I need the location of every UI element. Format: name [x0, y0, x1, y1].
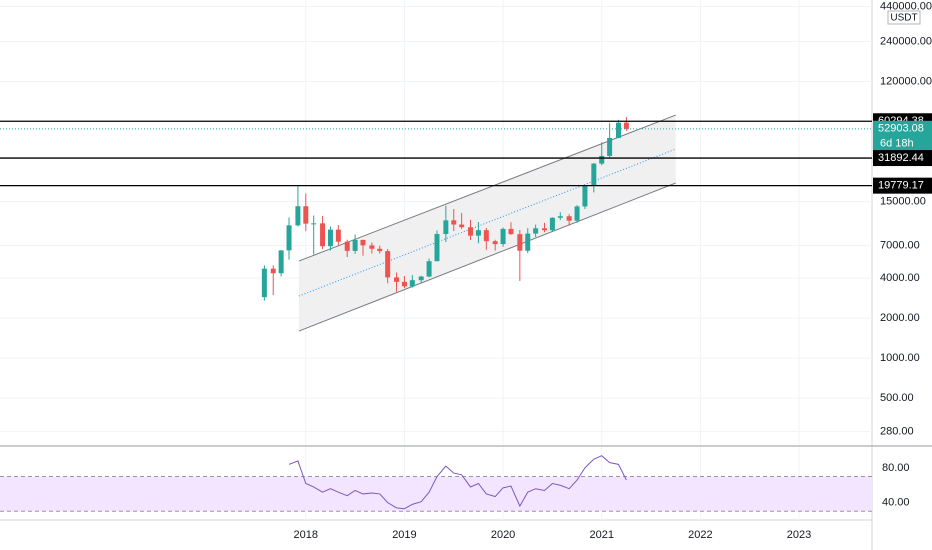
candle-body [623, 122, 629, 129]
countdown: 6d 18h [880, 138, 914, 150]
y-tick-label: 4000.00 [880, 272, 920, 284]
rsi-line [288, 455, 627, 510]
price-label: 52903.08 [878, 123, 924, 135]
x-tick-label: 2020 [491, 529, 515, 541]
x-tick-label: 2023 [787, 529, 811, 541]
candle-body [352, 239, 358, 251]
rsi-tick-label: 40.00 [882, 497, 910, 509]
y-tick-label: 1000.00 [880, 352, 920, 364]
candle-body [344, 241, 350, 251]
candle-body [451, 220, 457, 225]
channel-fill [298, 115, 676, 332]
candle-body [295, 206, 301, 226]
candle-body [360, 239, 366, 246]
y-tick-label: 280.00 [880, 425, 914, 437]
candle-body [615, 122, 621, 138]
x-tick-label: 2022 [688, 529, 712, 541]
candle-body [508, 228, 514, 235]
candle-body [303, 206, 309, 224]
price-label-box [873, 120, 932, 153]
candle-body [311, 223, 317, 225]
candle-body [278, 250, 284, 274]
channel-lower [298, 182, 676, 332]
candle-body [394, 277, 400, 282]
y-tick-label: 2000.00 [880, 312, 920, 324]
x-tick-label: 2019 [392, 529, 416, 541]
candle-body [492, 241, 498, 245]
price-label: 19779.17 [878, 180, 924, 192]
candle-body [566, 216, 572, 221]
candle-body [434, 234, 440, 262]
y-tick-label: 440000.00 [880, 0, 932, 12]
candle-body [385, 251, 391, 278]
candle-body [582, 185, 588, 207]
rsi-tick-label: 80.00 [882, 462, 910, 474]
candle-body [335, 229, 341, 242]
candle-body [426, 261, 432, 277]
candle-body [591, 163, 597, 186]
candle-body [443, 220, 449, 235]
candle-body [607, 137, 613, 156]
candle-body [517, 234, 523, 251]
y-tick-label: 500.00 [880, 392, 914, 404]
candle-body [500, 228, 506, 245]
y-tick-label: 120000.00 [880, 75, 932, 87]
candle-body [599, 155, 605, 164]
channel-upper [298, 114, 676, 262]
candle-body [533, 228, 539, 234]
candle-body [525, 233, 531, 251]
candle-body [401, 281, 407, 287]
candle-body [574, 206, 580, 221]
candle-body [483, 230, 489, 242]
x-tick-label: 2018 [294, 529, 318, 541]
candle-body [320, 223, 326, 247]
x-tick-label: 2021 [589, 529, 613, 541]
candle-body [418, 276, 424, 281]
price-label: 31892.44 [878, 152, 924, 164]
candle-body [327, 229, 333, 247]
price-pane [0, 0, 872, 445]
currency-box [887, 10, 921, 25]
y-tick-label: 240000.00 [880, 35, 932, 47]
currency: USDT [890, 13, 917, 24]
candle-body [557, 216, 563, 218]
rsi-band [0, 476, 872, 512]
candle-body [549, 217, 555, 231]
candle-body [409, 280, 415, 287]
y-tick-label: 15000.00 [880, 196, 926, 208]
candle-body [468, 227, 474, 236]
candle-body [542, 228, 548, 231]
candle-body [475, 230, 481, 236]
candle-body [459, 224, 465, 228]
candle-body [270, 268, 276, 274]
candle-body [377, 248, 383, 252]
candle-body [261, 268, 267, 298]
candle-body [369, 245, 375, 249]
y-tick-label: 7000.00 [880, 240, 920, 252]
candle-body [286, 225, 292, 251]
price-label-box [873, 177, 932, 194]
price-label-box [873, 150, 932, 167]
